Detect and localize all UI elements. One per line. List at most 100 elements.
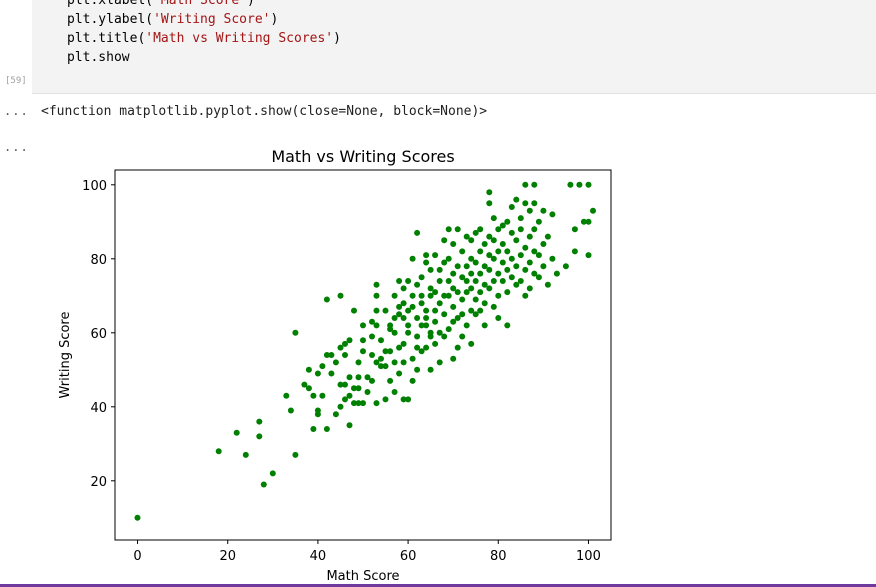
data-point [522,200,529,207]
data-point [531,200,538,207]
data-point [332,411,339,418]
data-point [468,285,475,292]
data-point [310,426,317,432]
data-point [459,274,466,281]
data-point [585,252,592,259]
code-line-xlabel[interactable]: plt.xlabel('Math Score') [67,0,255,10]
output-menu-icon[interactable]: ... [4,104,29,118]
data-point [414,333,421,340]
data-point [468,340,475,347]
data-point [364,389,371,395]
data-point [490,215,497,222]
data-point [468,270,475,277]
data-point [432,340,439,347]
data-point [405,278,412,284]
data-point [504,218,511,225]
data-point [391,329,398,336]
data-point [535,252,542,259]
data-point [396,303,403,310]
code-editor[interactable]: plt.xlabel('Math Score') plt.ylabel('Wri… [32,0,876,94]
data-point [499,259,506,266]
x-tick-label: 60 [400,549,417,564]
data-point [590,207,596,214]
data-point [337,344,344,351]
data-point [405,396,412,403]
data-point [472,311,479,318]
code-line-title[interactable]: plt.title('Math vs Writing Scores') [67,29,341,48]
data-point [364,374,371,381]
data-point [526,207,533,214]
data-point [360,348,366,355]
data-point [454,315,461,321]
data-point [382,307,389,314]
data-point [477,248,484,255]
data-point [391,359,398,366]
data-point [373,281,380,288]
data-point [576,181,583,188]
data-point [522,244,529,251]
data-point [423,315,430,321]
x-tick-label: 0 [133,549,141,564]
data-point [445,326,452,333]
y-tick-label: 40 [90,401,107,416]
output-menu-icon[interactable]: ... [4,140,29,154]
data-point [517,252,524,259]
data-point [323,296,330,303]
data-point [323,426,330,432]
data-point [486,200,493,207]
data-point [373,359,380,366]
code-line-ylabel[interactable]: plt.ylabel('Writing Score') [67,10,278,29]
data-point [436,278,443,284]
data-point [233,429,240,436]
data-point [256,433,263,440]
y-tick-label: 20 [90,475,107,490]
data-point [472,259,479,266]
data-point [436,359,443,366]
y-axis-ticks: 20 40 60 80 100 [82,179,115,490]
code-text: plt.ylabel( [67,12,154,27]
code-cell[interactable]: [59] plt.xlabel('Math Score') plt.ylabel… [0,0,876,94]
data-point [342,396,348,403]
data-point [531,181,538,188]
data-point [504,322,511,329]
data-point [522,181,529,188]
data-point [432,289,439,296]
data-point [463,322,470,329]
data-point [508,255,515,262]
data-point [427,266,434,273]
x-tick-label: 100 [576,549,601,564]
data-point [319,363,326,370]
data-point [283,392,290,399]
data-point [391,315,398,321]
data-point [571,248,578,255]
code-text: ) [247,0,255,8]
data-point [567,181,574,188]
code-string: 'Math vs Writing Scores' [145,31,334,46]
data-point [409,355,416,362]
data-point [495,226,502,233]
data-point [477,307,484,314]
data-point [463,233,470,240]
data-point [571,226,578,233]
code-text: plt.title( [67,31,146,46]
data-point [432,307,439,314]
data-point [441,333,448,340]
data-point [580,218,587,225]
data-point [378,363,384,370]
code-cell-gutter: [59] [0,0,32,94]
data-point [477,270,484,277]
data-point [391,389,398,395]
data-point [387,377,394,384]
data-point [472,278,479,284]
data-point [328,352,335,358]
y-tick-label: 100 [82,179,107,194]
data-point [495,270,502,277]
data-point [427,329,434,336]
data-point [436,329,443,336]
data-point [242,451,249,458]
plot-area [114,169,612,541]
code-line-show[interactable]: plt.show [67,48,130,67]
data-point [369,318,375,325]
data-point [450,241,457,247]
data-point [337,403,344,410]
